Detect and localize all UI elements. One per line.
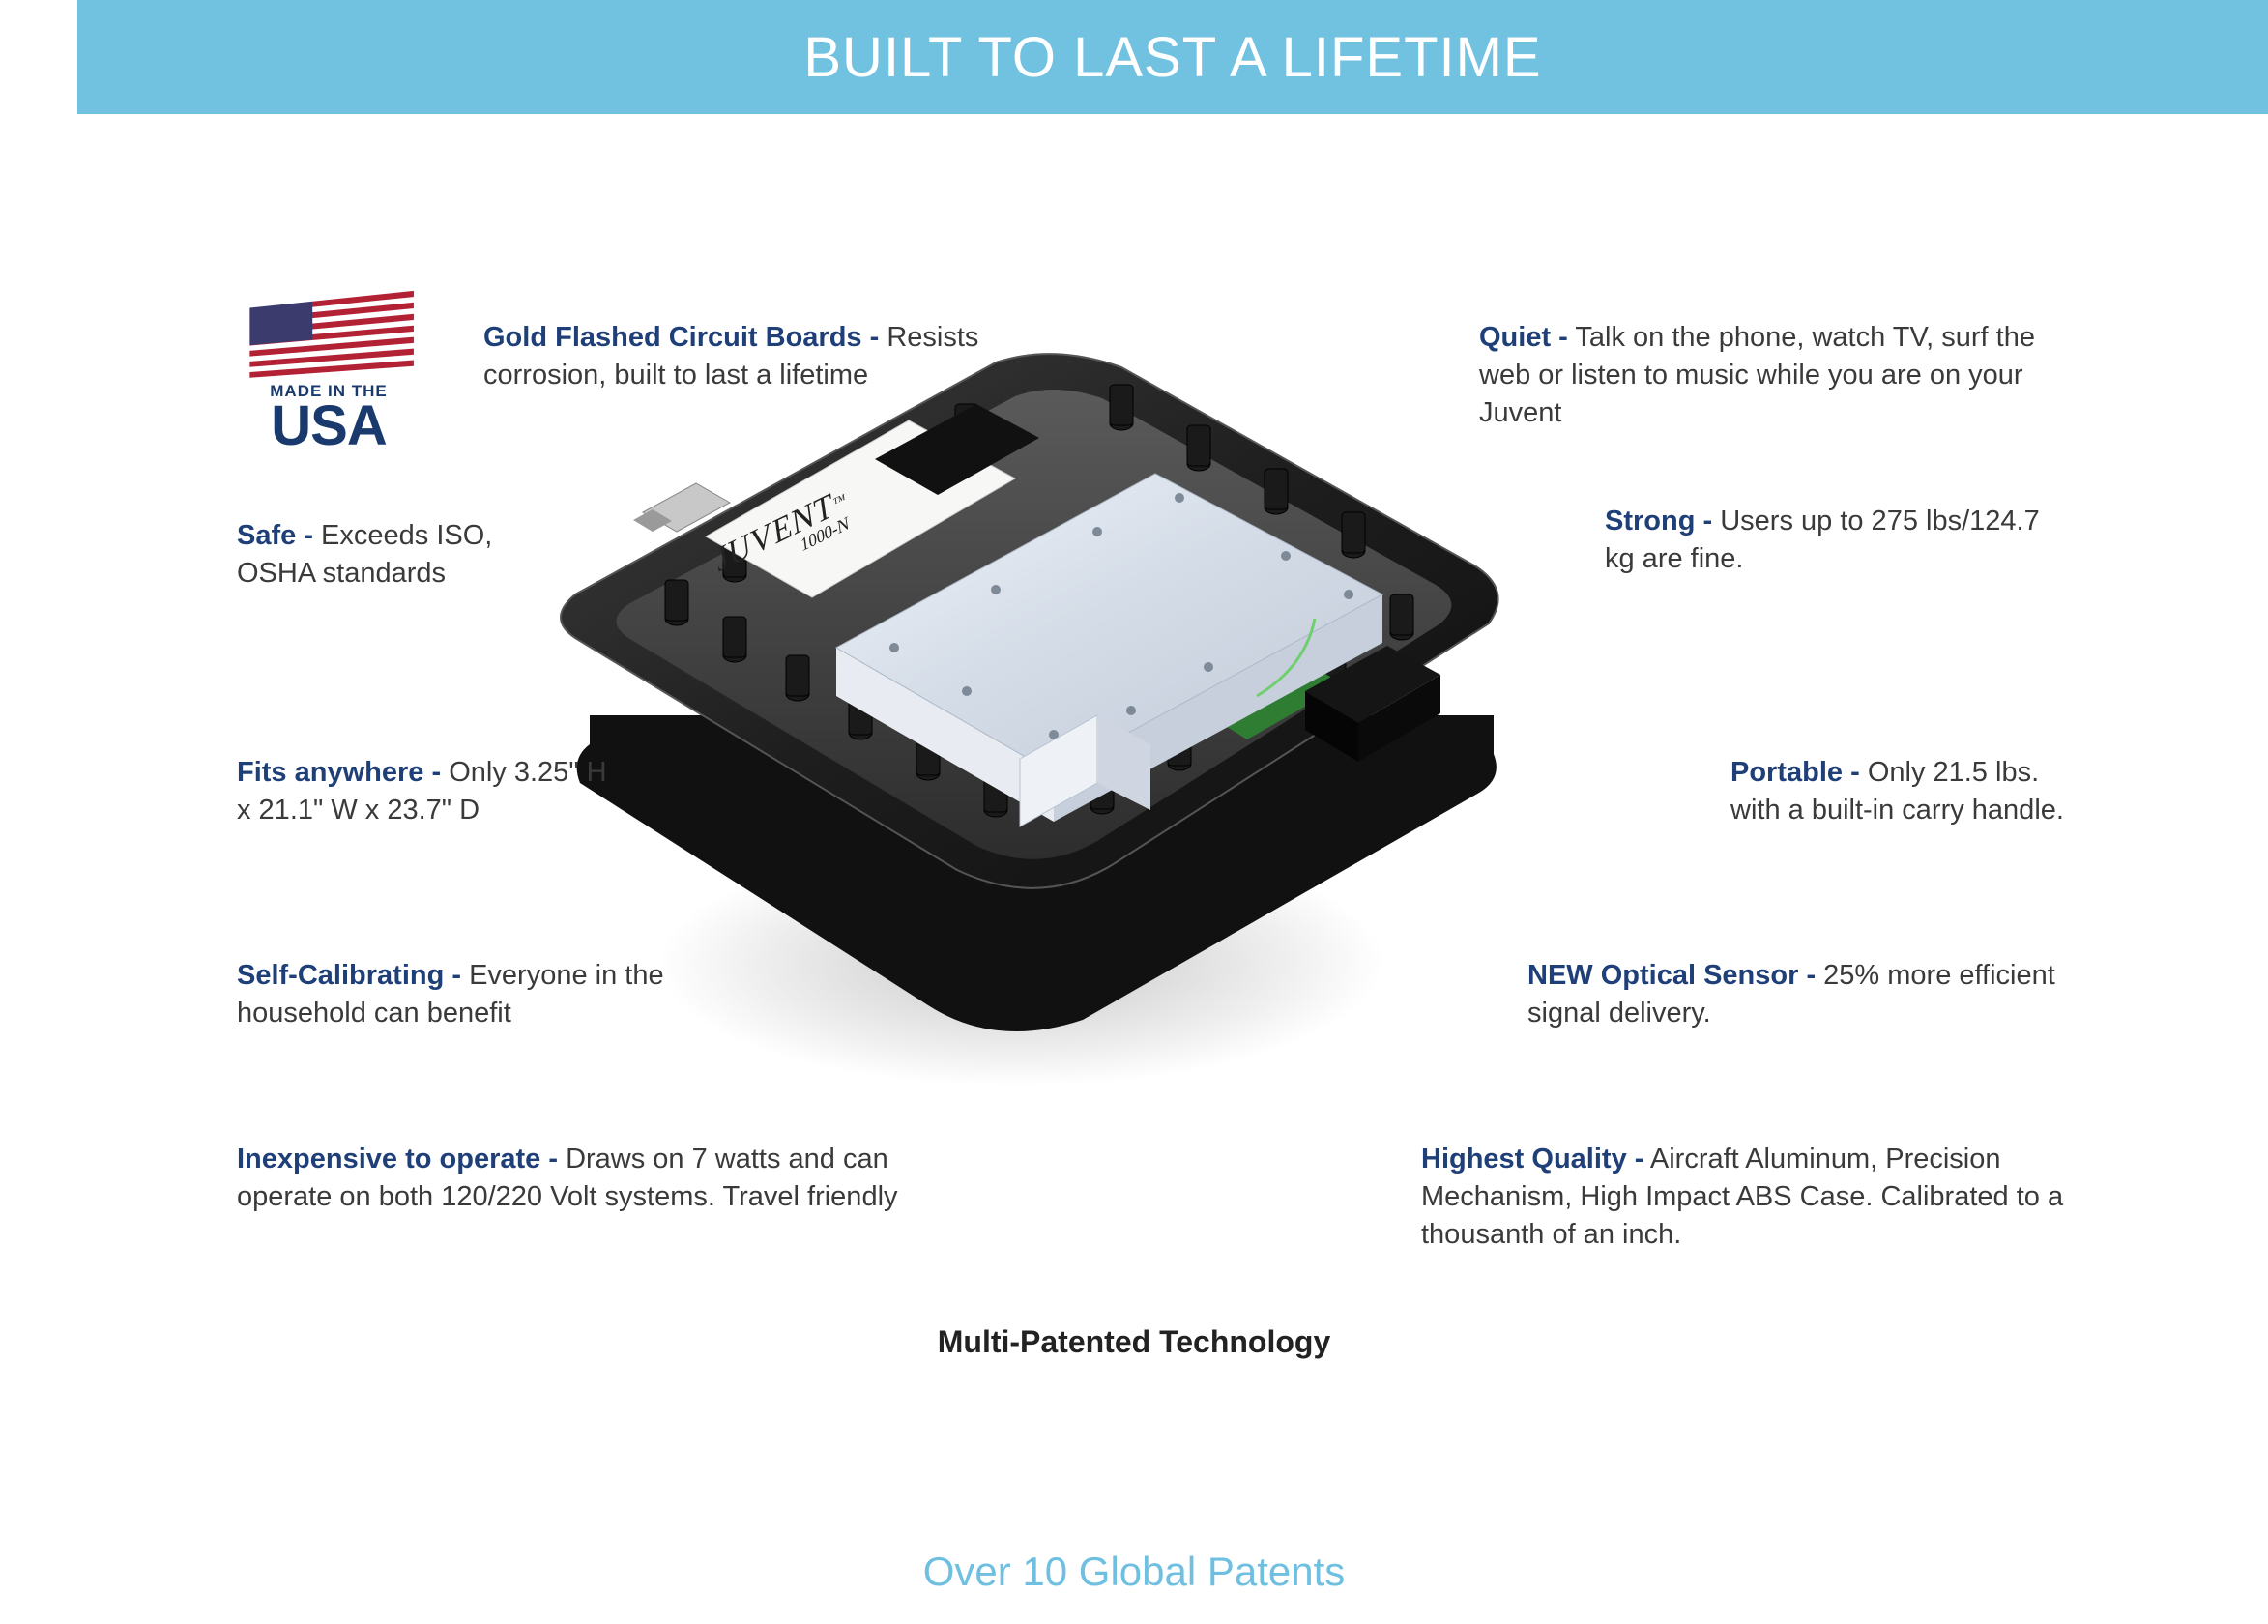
feature-highest-quality: Highest Quality - Aircraft Aluminum, Pre… <box>1421 1141 2117 1254</box>
feature-title: Quiet - <box>1479 322 1568 353</box>
feature-strong: Strong - Users up to 275 lbs/124.7 kg ar… <box>1605 503 2040 578</box>
content-area: MADE IN THE USA <box>0 300 2268 1363</box>
feature-title: Gold Flashed Circuit Boards - <box>483 322 879 353</box>
feature-title: Strong - <box>1605 506 1712 536</box>
feature-gold-boards: Gold Flashed Circuit Boards - Resists co… <box>483 319 1025 394</box>
feature-title: Fits anywhere - <box>237 757 441 788</box>
feature-self-calibrating: Self-Calibrating - Everyone in the house… <box>237 957 701 1032</box>
patents-line: Over 10 Global Patents <box>0 1549 2268 1595</box>
header-bar: BUILT TO LAST A LIFETIME <box>77 0 2268 114</box>
feature-quiet: Quiet - Talk on the phone, watch TV, sur… <box>1479 319 2050 432</box>
feature-portable: Portable - Only 21.5 lbs. with a built-i… <box>1730 754 2088 829</box>
feature-fits-anywhere: Fits anywhere - Only 3.25" H x 21.1" W x… <box>237 754 624 829</box>
feature-title: Safe - <box>237 520 313 551</box>
feature-title: Self-Calibrating - <box>237 960 461 991</box>
feature-title: Highest Quality - <box>1421 1144 1643 1174</box>
feature-title: NEW Optical Sensor - <box>1527 960 1816 991</box>
bottom-caption: Multi-Patented Technology <box>0 1324 2268 1360</box>
badge-line2: USA <box>271 401 386 451</box>
feature-safe: Safe - Exceeds ISO, OSHA standards <box>237 517 556 593</box>
feature-title: Portable - <box>1730 757 1860 788</box>
feature-optical-sensor: NEW Optical Sensor - 25% more efficient … <box>1527 957 2069 1032</box>
usa-flag-icon <box>249 291 414 378</box>
page-title: BUILT TO LAST A LIFETIME <box>803 25 1541 90</box>
made-in-usa-badge: MADE IN THE USA <box>237 300 421 454</box>
feature-title: Inexpensive to operate - <box>237 1144 558 1174</box>
feature-inexpensive: Inexpensive to operate - Draws on 7 watt… <box>237 1141 991 1216</box>
